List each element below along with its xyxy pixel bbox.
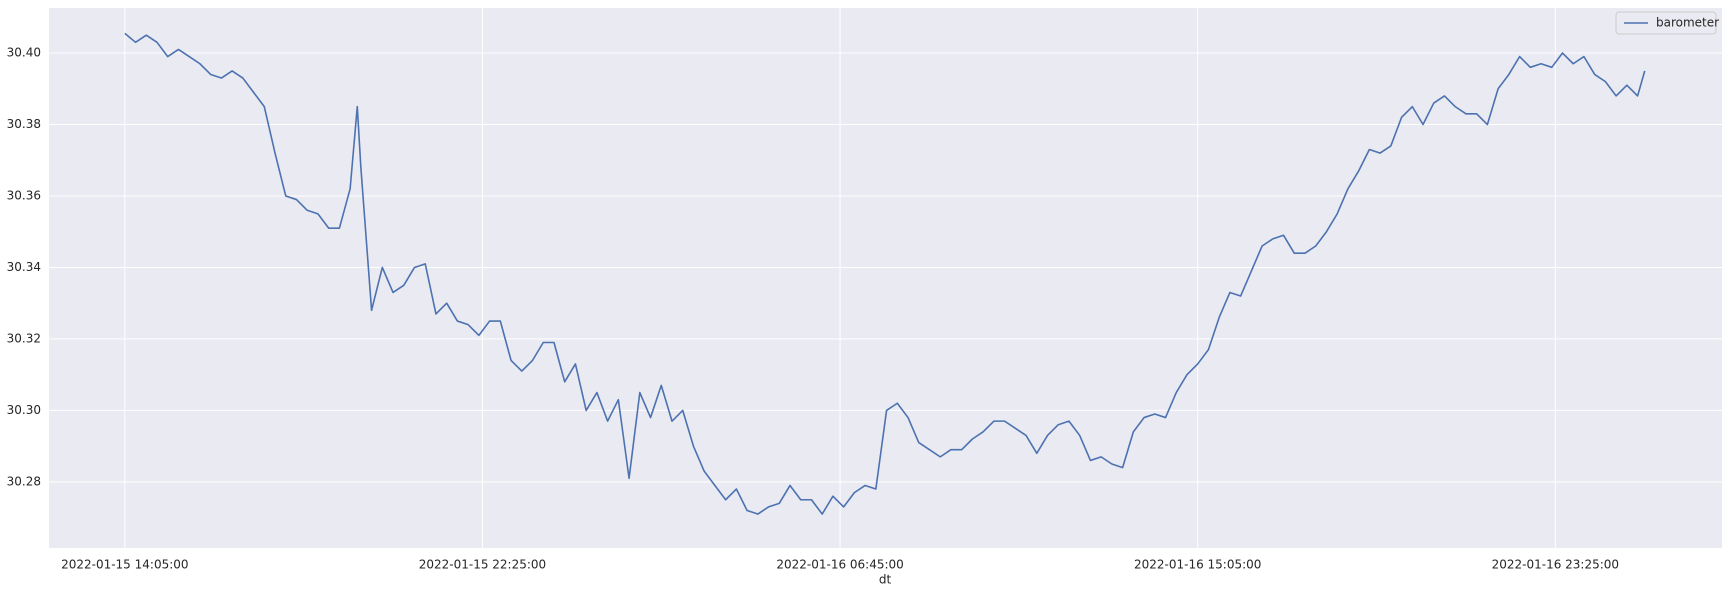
y-tick-label: 30.30 — [7, 403, 41, 417]
x-tick-label: 2022-01-15 14:05:00 — [61, 558, 188, 572]
y-tick-label: 30.36 — [7, 188, 41, 202]
legend-label: barometer — [1656, 16, 1719, 30]
y-tick-label: 30.40 — [7, 46, 41, 60]
y-tick-label: 30.28 — [7, 474, 41, 488]
y-tick-label: 30.38 — [7, 117, 41, 131]
plot-area — [49, 8, 1722, 548]
x-tick-label: 2022-01-15 22:25:00 — [419, 558, 546, 572]
line — [124, 32, 1646, 515]
legend-box — [1615, 11, 1717, 35]
y-tick-label: 30.32 — [7, 331, 41, 345]
x-tick-label: 2022-01-16 06:45:00 — [776, 558, 903, 572]
x-tick-label: 2022-01-16 23:25:00 — [1492, 558, 1619, 572]
x-axis-label: dt — [879, 573, 892, 587]
y-tick-label: 30.34 — [7, 260, 41, 274]
x-tick-label: 2022-01-16 15:05:00 — [1134, 558, 1261, 572]
